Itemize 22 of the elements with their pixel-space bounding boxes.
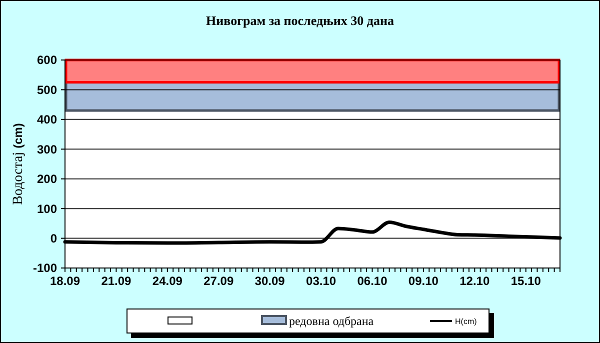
x-tick-label: 09.10 [408,274,439,288]
x-tick-label: 03.10 [306,274,336,288]
x-tick-label: 12.10 [460,274,490,288]
x-tick-label: 30.09 [254,274,286,288]
y-tick-label: -100 [32,261,58,276]
chart-title: Нивограм за последњих 30 дана [206,13,394,28]
x-tick-label: 06.10 [357,274,388,288]
x-tick-label: 15.10 [510,274,542,288]
x-tick-label: 21.09 [101,274,132,288]
y-tick-label: 500 [36,82,58,97]
x-tick-label: 24.09 [152,274,183,288]
legend-label: H(cm) [455,317,478,326]
legend-label: редовна одбрана [289,314,374,328]
y-axis-title: Водостај (cm) [11,123,26,205]
y-tick-label: 300 [36,142,58,156]
y-tick-label: 0 [50,231,58,246]
y-tick-label: 100 [36,202,58,216]
y-tick-label: 400 [36,112,58,127]
y-tick-label: 600 [36,53,58,68]
x-tick-label: 18.09 [50,274,80,288]
x-tick-label: 27.09 [204,274,234,288]
y-tick-label: 200 [36,172,58,186]
